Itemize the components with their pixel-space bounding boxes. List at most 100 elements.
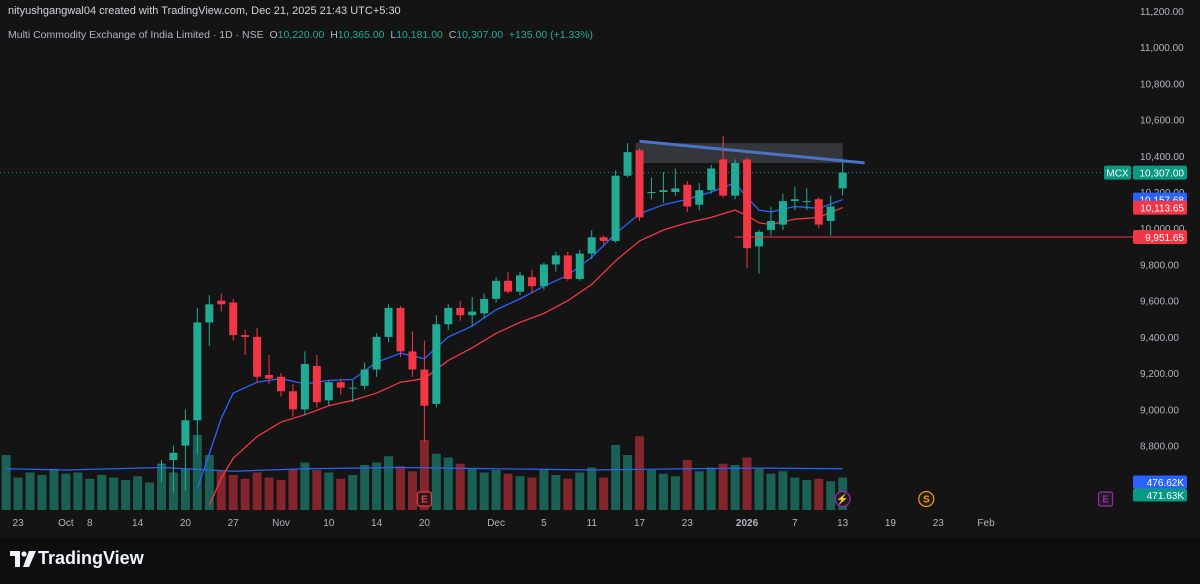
candle[interactable] — [205, 295, 214, 346]
candle[interactable] — [169, 445, 178, 493]
candle[interactable] — [647, 177, 656, 200]
candle[interactable] — [157, 460, 166, 482]
candle[interactable] — [348, 380, 357, 403]
candle[interactable] — [743, 157, 752, 269]
candle[interactable] — [731, 159, 740, 200]
volume-bar — [348, 475, 358, 510]
volume-bar — [527, 477, 537, 510]
candle[interactable] — [217, 293, 226, 312]
event-marker[interactable]: E — [416, 491, 432, 507]
price-label[interactable]: 9,951.65 — [1133, 229, 1187, 244]
candle[interactable] — [253, 327, 262, 383]
candle[interactable] — [504, 271, 513, 294]
price-label[interactable]: 10,113.65 — [1133, 200, 1187, 215]
candle[interactable] — [229, 298, 238, 341]
candle[interactable] — [360, 362, 369, 390]
candle-body — [575, 253, 584, 279]
candle-body — [504, 280, 513, 292]
x-tick-label: 8 — [87, 518, 93, 529]
candle[interactable] — [838, 162, 847, 196]
candle[interactable] — [468, 297, 477, 327]
candle[interactable] — [611, 170, 620, 243]
volume-label[interactable]: 476.62K — [1133, 475, 1187, 490]
candle[interactable] — [277, 373, 285, 397]
candle-body — [838, 172, 847, 189]
candle[interactable] — [563, 251, 572, 281]
candle[interactable] — [814, 197, 823, 229]
candle[interactable] — [575, 249, 584, 281]
candle-body — [205, 304, 214, 323]
candle[interactable] — [599, 235, 608, 245]
candle-body — [707, 168, 716, 191]
candle[interactable] — [396, 306, 405, 357]
x-tick-label: 27 — [228, 518, 240, 529]
candle[interactable] — [384, 304, 393, 343]
x-tick-label: Nov — [272, 518, 290, 529]
candle[interactable] — [707, 164, 716, 194]
volume-bar — [97, 475, 107, 510]
candle[interactable] — [539, 262, 548, 290]
volume-bar — [706, 467, 716, 510]
candle[interactable] — [671, 168, 680, 196]
candle[interactable] — [312, 355, 321, 408]
event-badge — [1097, 491, 1114, 507]
candle-body — [420, 369, 429, 406]
candle-body — [755, 231, 763, 247]
resistance-zone[interactable] — [635, 143, 843, 164]
candle[interactable] — [288, 384, 297, 417]
candle[interactable] — [551, 251, 560, 272]
event-label: E — [1102, 495, 1109, 506]
volume-bar — [37, 475, 47, 510]
tradingview-logo-icon — [10, 551, 36, 567]
volume-bar — [539, 470, 549, 510]
event-marker[interactable]: E — [1097, 491, 1114, 507]
candle-body — [647, 192, 656, 194]
symbol-description[interactable]: Multi Commodity Exchange of India Limite… — [8, 29, 264, 41]
candle[interactable] — [516, 271, 524, 296]
candle-body — [169, 452, 178, 461]
event-marker[interactable]: ⚡ — [834, 490, 851, 508]
trendline[interactable] — [639, 139, 865, 165]
candle[interactable] — [480, 293, 489, 319]
candle[interactable] — [683, 181, 692, 212]
volume-bar — [61, 473, 71, 510]
candle[interactable] — [456, 300, 465, 321]
candle[interactable] — [241, 329, 250, 356]
candle[interactable] — [623, 143, 632, 178]
candle[interactable] — [300, 351, 309, 415]
candle[interactable] — [790, 186, 799, 211]
candle-body — [181, 420, 190, 446]
candle[interactable] — [408, 331, 417, 377]
volume-label[interactable]: 471.63K — [1133, 488, 1187, 503]
candlestick-chart[interactable]: 11,200.00 11,000.00 10,800.00 10,600.00 10,4… — [0, 0, 1200, 537]
x-tick-label: 20 — [180, 518, 192, 529]
candle[interactable] — [336, 378, 345, 395]
candle[interactable] — [492, 277, 501, 303]
candle-body — [611, 175, 620, 241]
volume-bar — [575, 472, 585, 510]
candle[interactable] — [420, 340, 429, 442]
event-marker[interactable]: S — [918, 490, 935, 508]
candle[interactable] — [766, 206, 775, 236]
candle[interactable] — [527, 269, 536, 294]
candle[interactable] — [265, 355, 274, 385]
candle[interactable] — [324, 380, 333, 406]
price-label[interactable]: 10,307.00 MCX — [1104, 165, 1187, 180]
candle[interactable] — [778, 193, 787, 231]
open-label: O — [269, 29, 278, 41]
candle[interactable] — [587, 230, 596, 260]
candle[interactable] — [659, 172, 668, 203]
candle[interactable] — [719, 135, 728, 198]
candle-body — [396, 307, 405, 352]
candle[interactable] — [181, 409, 190, 491]
candle[interactable] — [193, 307, 202, 455]
candle[interactable] — [372, 333, 381, 377]
candle[interactable] — [826, 195, 835, 236]
volume-bar — [13, 477, 23, 510]
candle[interactable] — [432, 315, 441, 408]
candle[interactable] — [635, 148, 644, 221]
candle[interactable] — [444, 304, 453, 330]
candle[interactable] — [802, 188, 811, 211]
price-label-text: 10,307.00 — [1140, 169, 1185, 180]
candle[interactable] — [695, 182, 704, 211]
